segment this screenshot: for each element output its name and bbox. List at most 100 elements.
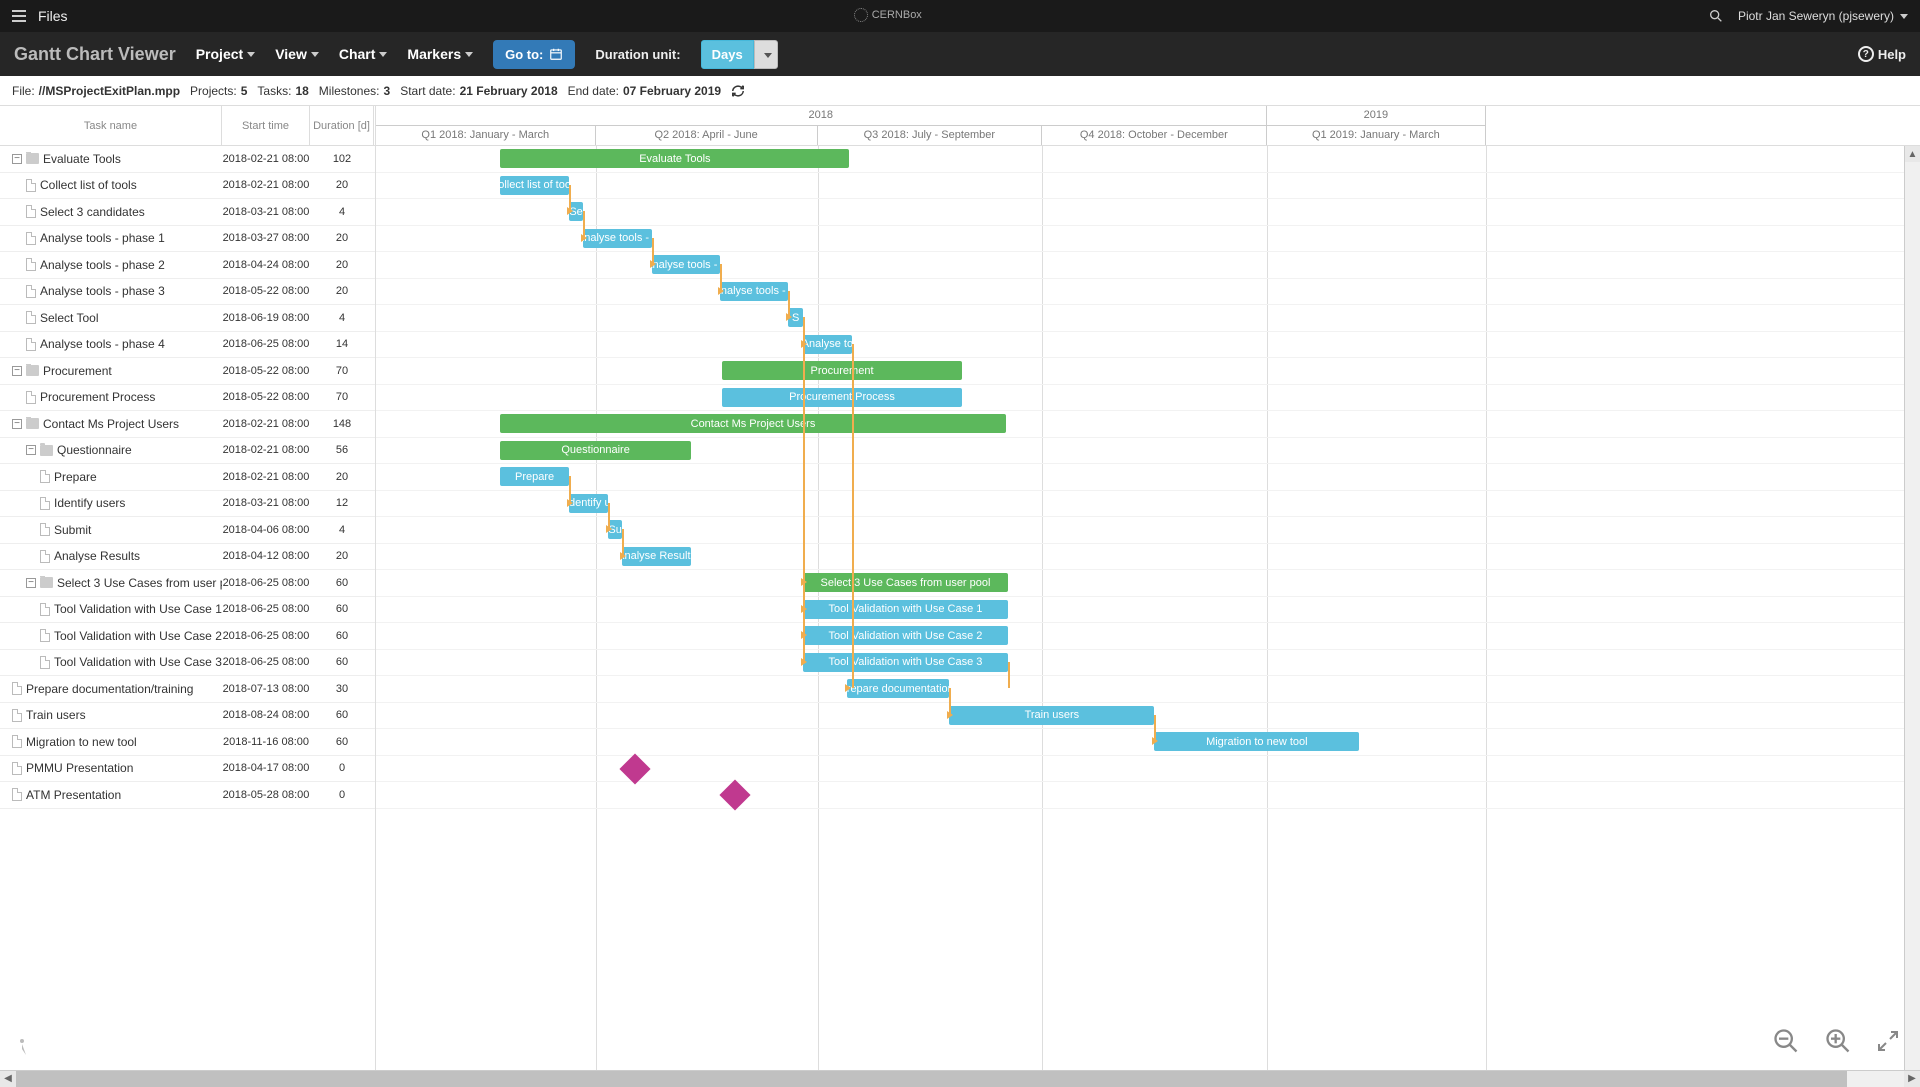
task-row[interactable]: −Evaluate Tools2018-02-21 08:00102 bbox=[0, 146, 375, 173]
gantt-task-bar[interactable]: Train users bbox=[949, 706, 1154, 725]
column-header-name[interactable]: Task name bbox=[0, 106, 222, 145]
task-row[interactable]: −Questionnaire2018-02-21 08:0056 bbox=[0, 438, 375, 465]
task-name: Select 3 Use Cases from user pool bbox=[57, 576, 222, 590]
menu-chart[interactable]: Chart bbox=[339, 46, 388, 62]
task-duration: 0 bbox=[310, 789, 374, 801]
task-row[interactable]: Procurement Process2018-05-22 08:0070 bbox=[0, 385, 375, 412]
fullscreen-button[interactable] bbox=[1876, 1029, 1900, 1056]
column-header-start[interactable]: Start time bbox=[222, 106, 310, 145]
task-row[interactable]: Submit2018-04-06 08:004 bbox=[0, 517, 375, 544]
gantt-row bbox=[376, 597, 1920, 624]
horizontal-scrollbar[interactable]: ◀ ▶ bbox=[0, 1070, 1920, 1086]
duration-select[interactable]: Days bbox=[701, 40, 778, 69]
search-icon[interactable] bbox=[1708, 8, 1724, 24]
task-row[interactable]: Train users2018-08-24 08:0060 bbox=[0, 703, 375, 730]
collapse-toggle[interactable]: − bbox=[26, 445, 36, 455]
files-breadcrumb[interactable]: Files bbox=[38, 8, 68, 24]
task-row[interactable]: Tool Validation with Use Case 22018-06-2… bbox=[0, 623, 375, 650]
gantt-body[interactable]: Evaluate ToolsCollect list of toolsSeAna… bbox=[376, 146, 1920, 1070]
gantt-row bbox=[376, 358, 1920, 385]
task-row[interactable]: Analyse tools - phase 42018-06-25 08:001… bbox=[0, 332, 375, 359]
gantt-task-bar[interactable]: Procurement Process bbox=[722, 388, 961, 407]
task-row[interactable]: Analyse tools - phase 32018-05-22 08:002… bbox=[0, 279, 375, 306]
gantt-row bbox=[376, 332, 1920, 359]
gantt-task-bar[interactable]: Tool Validation with Use Case 1 bbox=[803, 600, 1008, 619]
task-row[interactable]: Migration to new tool2018-11-16 08:0060 bbox=[0, 729, 375, 756]
task-name: Prepare bbox=[54, 470, 97, 484]
task-row[interactable]: −Procurement2018-05-22 08:0070 bbox=[0, 358, 375, 385]
scroll-right-icon[interactable]: ▶ bbox=[1904, 1071, 1920, 1087]
task-name: Questionnaire bbox=[57, 443, 132, 457]
refresh-icon[interactable] bbox=[731, 84, 745, 98]
scroll-thumb[interactable] bbox=[16, 1071, 1847, 1087]
chevron-down-icon bbox=[1900, 14, 1908, 19]
document-icon bbox=[26, 205, 36, 218]
gantt-task-bar[interactable]: Tool Validation with Use Case 3 bbox=[803, 653, 1008, 672]
scroll-left-icon[interactable]: ◀ bbox=[0, 1071, 16, 1087]
menu-project[interactable]: Project bbox=[196, 46, 255, 62]
collapse-toggle[interactable]: − bbox=[26, 578, 36, 588]
gantt-summary-bar[interactable]: Procurement bbox=[722, 361, 961, 380]
gantt-summary-bar[interactable]: Evaluate Tools bbox=[500, 149, 849, 168]
task-row[interactable]: Select 3 candidates2018-03-21 08:004 bbox=[0, 199, 375, 226]
menu-markers[interactable]: Markers bbox=[407, 46, 473, 62]
gantt-task-bar[interactable]: Identify u bbox=[569, 494, 608, 513]
column-header-duration[interactable]: Duration [d] bbox=[310, 106, 374, 145]
collapse-toggle[interactable]: − bbox=[12, 154, 22, 164]
task-duration: 70 bbox=[310, 391, 374, 403]
gantt-task-bar[interactable]: Tool Validation with Use Case 2 bbox=[803, 626, 1008, 645]
brand-logo: CERNBox bbox=[854, 8, 922, 22]
task-row[interactable]: Analyse tools - phase 12018-03-27 08:002… bbox=[0, 226, 375, 253]
gantt-task-bar[interactable]: Collect list of tools bbox=[500, 176, 568, 195]
task-row[interactable]: Identify users2018-03-21 08:0012 bbox=[0, 491, 375, 518]
gantt-task-bar[interactable]: Analyse tools - p bbox=[583, 229, 651, 248]
task-name: Procurement Process bbox=[40, 390, 155, 404]
task-row[interactable]: ATM Presentation2018-05-28 08:000 bbox=[0, 782, 375, 809]
task-row[interactable]: −Contact Ms Project Users2018-02-21 08:0… bbox=[0, 411, 375, 438]
collapse-toggle[interactable]: − bbox=[12, 419, 22, 429]
task-row[interactable]: Analyse Results2018-04-12 08:0020 bbox=[0, 544, 375, 571]
task-row[interactable]: PMMU Presentation2018-04-17 08:000 bbox=[0, 756, 375, 783]
task-row[interactable]: Tool Validation with Use Case 32018-06-2… bbox=[0, 650, 375, 677]
document-icon bbox=[40, 470, 50, 483]
chevron-down-icon bbox=[465, 52, 473, 57]
task-row[interactable]: Prepare documentation/training2018-07-13… bbox=[0, 676, 375, 703]
menu-toggle-icon[interactable] bbox=[12, 10, 26, 22]
menu-view[interactable]: View bbox=[275, 46, 319, 62]
gantt-row bbox=[376, 676, 1920, 703]
task-row[interactable]: −Select 3 Use Cases from user pool2018-0… bbox=[0, 570, 375, 597]
vertical-scrollbar[interactable]: ▲ bbox=[1904, 146, 1920, 1070]
user-menu[interactable]: Piotr Jan Seweryn (pjsewery) bbox=[1738, 9, 1908, 23]
zoom-in-button[interactable] bbox=[1824, 1027, 1852, 1058]
help-link[interactable]: ? Help bbox=[1858, 46, 1906, 62]
task-name: Procurement bbox=[43, 364, 112, 378]
collapse-toggle[interactable]: − bbox=[12, 366, 22, 376]
gantt-task-bar[interactable]: Migration to new tool bbox=[1154, 732, 1359, 751]
timeline-year: 2019 bbox=[1267, 106, 1487, 126]
task-row[interactable]: Collect list of tools2018-02-21 08:0020 bbox=[0, 173, 375, 200]
task-row[interactable]: Select Tool2018-06-19 08:004 bbox=[0, 305, 375, 332]
chevron-down-icon bbox=[311, 52, 319, 57]
document-icon bbox=[26, 338, 36, 351]
app-title: Gantt Chart Viewer bbox=[14, 44, 176, 65]
gantt-summary-bar[interactable]: Contact Ms Project Users bbox=[500, 414, 1005, 433]
document-icon bbox=[26, 232, 36, 245]
gantt-task-bar[interactable]: Analyse Results bbox=[622, 547, 690, 566]
task-row[interactable]: Prepare2018-02-21 08:0020 bbox=[0, 464, 375, 491]
gantt-task-bar[interactable]: Analyse tools - p bbox=[720, 282, 788, 301]
gantt-summary-bar[interactable]: Select 3 Use Cases from user pool bbox=[803, 573, 1008, 592]
gantt-summary-bar[interactable]: Questionnaire bbox=[500, 441, 690, 460]
gantt-task-bar[interactable]: Prepare documentation/ bbox=[847, 679, 949, 698]
gantt-task-bar[interactable]: Analyse to bbox=[803, 335, 852, 354]
task-duration: 20 bbox=[310, 550, 374, 562]
task-row[interactable]: Analyse tools - phase 22018-04-24 08:002… bbox=[0, 252, 375, 279]
gantt-task-bar[interactable]: Prepare bbox=[500, 467, 568, 486]
task-name: Contact Ms Project Users bbox=[43, 417, 179, 431]
goto-button[interactable]: Go to: bbox=[493, 40, 575, 69]
document-icon bbox=[26, 258, 36, 271]
main-content: Task name Start time Duration [d] −Evalu… bbox=[0, 106, 1920, 1070]
zoom-out-button[interactable] bbox=[1772, 1027, 1800, 1058]
task-row[interactable]: Tool Validation with Use Case 12018-06-2… bbox=[0, 597, 375, 624]
gantt-task-bar[interactable]: Analyse tools - p bbox=[652, 255, 720, 274]
scroll-up-icon[interactable]: ▲ bbox=[1905, 146, 1920, 162]
